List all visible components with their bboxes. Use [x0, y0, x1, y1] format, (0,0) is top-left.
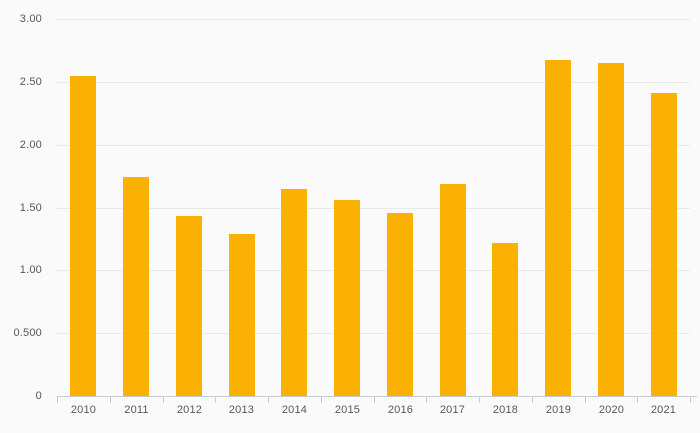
y-tick-label: 0.500	[13, 327, 42, 339]
bar-2017[interactable]	[440, 184, 466, 396]
gridline	[57, 333, 690, 334]
y-tick-label: 3.00	[19, 13, 42, 25]
x-axis-tick	[374, 396, 375, 403]
x-tick-label: 2011	[124, 404, 149, 416]
x-tick-label: 2021	[650, 404, 677, 416]
x-axis-tick	[57, 396, 58, 403]
y-tick-label: 2.00	[19, 139, 42, 151]
x-tick-label: 2019	[545, 404, 572, 416]
gridline	[57, 270, 690, 271]
bar-2020[interactable]	[598, 63, 624, 396]
x-axis-tick	[268, 396, 269, 403]
plot-area	[57, 19, 690, 396]
gridline	[57, 145, 690, 146]
x-axis-tick	[215, 396, 216, 403]
x-tick-label: 2013	[228, 404, 255, 416]
bar-2013[interactable]	[229, 234, 255, 396]
x-tick-label: 2020	[598, 404, 625, 416]
x-axis-tick	[585, 396, 586, 403]
x-axis-tick	[163, 396, 164, 403]
bar-2012[interactable]	[176, 216, 202, 396]
x-axis-tick	[321, 396, 322, 403]
bar-2014[interactable]	[281, 189, 307, 396]
bar-2018[interactable]	[492, 243, 518, 396]
x-axis-tick	[110, 396, 111, 403]
gridline	[57, 82, 690, 83]
y-tick-label: 2.50	[19, 76, 42, 88]
y-tick-label: 1.00	[19, 264, 42, 276]
y-tick-label: 1.50	[19, 202, 42, 214]
x-axis-tick	[532, 396, 533, 403]
x-tick-label: 2014	[281, 404, 308, 416]
bar-2019[interactable]	[545, 60, 571, 396]
x-tick-label: 2017	[439, 404, 466, 416]
y-tick-label: 0	[35, 390, 42, 402]
x-tick-label: 2015	[334, 404, 361, 416]
bar-2016[interactable]	[387, 213, 413, 396]
bar-2021[interactable]	[651, 93, 677, 396]
gridline	[57, 19, 690, 20]
x-axis-tick	[637, 396, 638, 403]
x-axis-line	[57, 396, 697, 397]
gridline	[57, 208, 690, 209]
x-axis-tick	[690, 396, 691, 403]
x-tick-label: 2016	[387, 404, 414, 416]
x-axis-tick	[479, 396, 480, 403]
x-tick-label: 2018	[492, 404, 519, 416]
bar-2015[interactable]	[334, 200, 360, 396]
x-tick-label: 2012	[176, 404, 203, 416]
bar-2011[interactable]	[123, 177, 149, 396]
x-tick-label: 2010	[70, 404, 97, 416]
x-axis-tick	[426, 396, 427, 403]
bar-2010[interactable]	[70, 76, 96, 396]
